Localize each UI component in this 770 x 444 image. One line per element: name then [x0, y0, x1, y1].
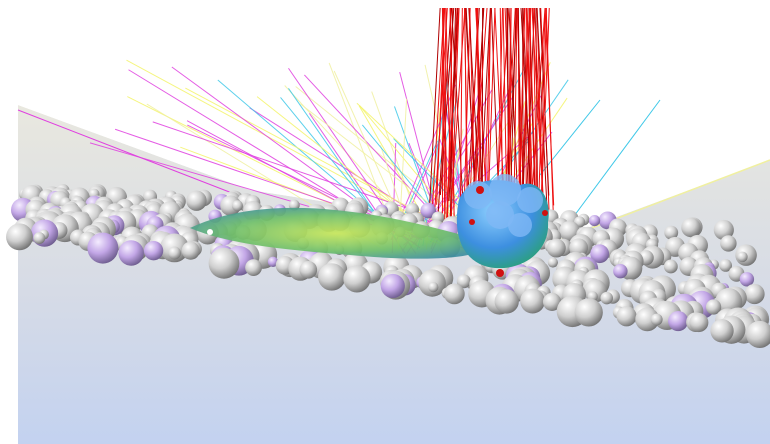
- powder-particle: [710, 319, 733, 342]
- powder-particle: [589, 215, 600, 226]
- powder-particle: [520, 289, 545, 314]
- powder-particle: [548, 257, 558, 267]
- powder-particle: [613, 264, 627, 278]
- powder-particle: [444, 283, 465, 304]
- melt-lobe: [464, 181, 492, 209]
- powder-particle: [575, 298, 603, 326]
- powder-particle: [299, 261, 317, 279]
- spatter: [496, 269, 504, 277]
- powder-particle: [681, 218, 701, 238]
- powder-particle: [318, 263, 345, 290]
- powder-particle: [651, 314, 663, 326]
- powder-particle: [209, 248, 240, 279]
- powder-particle: [33, 232, 45, 244]
- powder-particle: [144, 241, 163, 260]
- powder-particle: [232, 200, 243, 211]
- powder-particle: [428, 282, 438, 292]
- spot: [207, 229, 213, 235]
- spatter: [542, 210, 548, 216]
- powder-particle: [381, 274, 405, 298]
- powder-particle: [616, 306, 636, 326]
- powder-particle: [600, 292, 613, 305]
- powder-particle: [495, 289, 519, 313]
- powder-particle: [186, 190, 206, 210]
- powder-particle: [547, 239, 566, 258]
- powder-particle: [689, 313, 708, 332]
- powder-particle: [668, 311, 688, 331]
- melt-lobe: [489, 174, 521, 206]
- spatter: [476, 186, 484, 194]
- spatter: [469, 219, 475, 225]
- powder-particle: [6, 223, 33, 250]
- page: (() => { const NS = 'http://www.w3.org/2…: [0, 0, 770, 444]
- powder-particle: [664, 260, 678, 274]
- powder-particle: [87, 233, 118, 264]
- powder-particle: [737, 252, 748, 263]
- render-view: [0, 0, 770, 444]
- powder-particle: [168, 247, 181, 260]
- powder-particle: [343, 265, 370, 292]
- melt-lobe: [517, 187, 543, 213]
- powder-particle: [118, 240, 143, 265]
- powder-particle: [744, 284, 764, 304]
- melt-lobe: [508, 213, 532, 237]
- powder-particle: [720, 235, 736, 251]
- powder-particle: [182, 242, 200, 260]
- powder-particle: [245, 259, 262, 276]
